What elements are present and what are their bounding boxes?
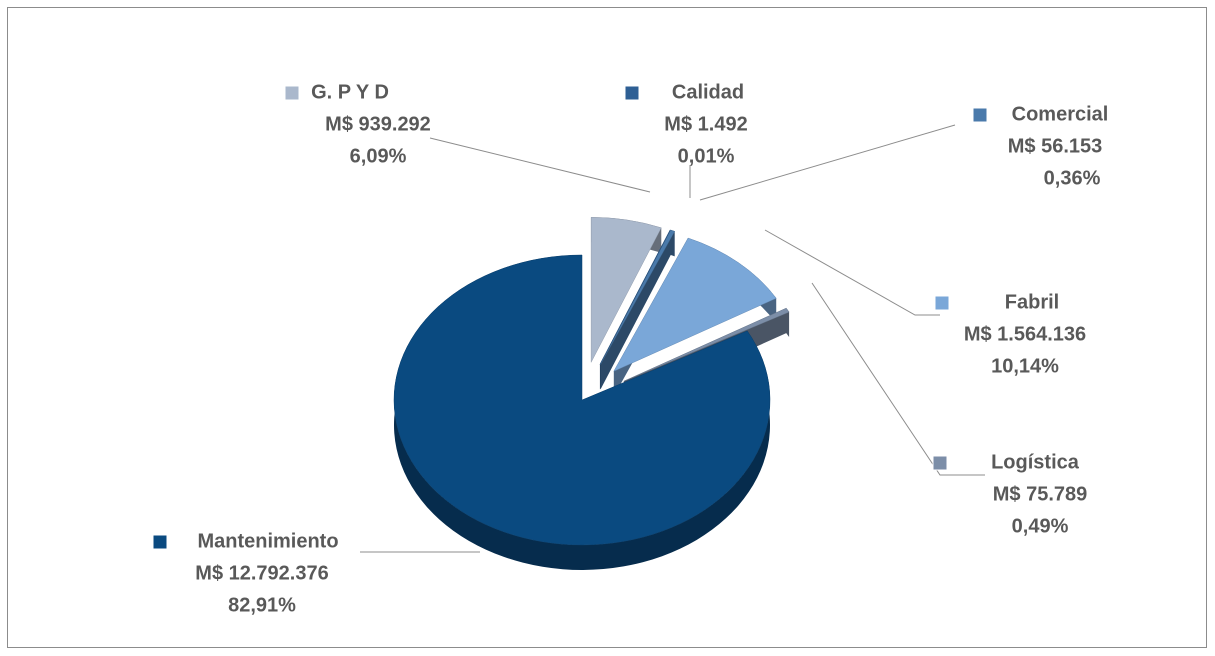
percent-label: 0,01% xyxy=(678,145,735,167)
value-label: M$ 1.564.136 xyxy=(964,323,1086,345)
legend-swatch xyxy=(972,107,988,123)
category-label: Fabril xyxy=(1005,291,1059,313)
percent-label: 10,14% xyxy=(991,355,1059,377)
category-label: Calidad xyxy=(672,81,744,103)
leader-lines xyxy=(360,124,985,553)
legend-swatch xyxy=(624,85,640,101)
value-label: M$ 939.292 xyxy=(325,113,431,135)
percent-label: 0,36% xyxy=(1044,167,1101,189)
pie-tops xyxy=(393,217,790,546)
legend-swatch xyxy=(932,455,948,471)
slice-side xyxy=(600,230,675,390)
value-label: M$ 75.789 xyxy=(993,483,1088,505)
leader-line xyxy=(429,137,651,193)
pie-slice xyxy=(590,217,662,363)
legend-swatch xyxy=(284,85,300,101)
percent-label: 82,91% xyxy=(228,594,296,616)
category-label: Mantenimiento xyxy=(197,530,338,552)
legend-swatch xyxy=(934,295,950,311)
percent-label: 6,09% xyxy=(350,145,407,167)
category-label: Comercial xyxy=(1012,103,1109,125)
pie-slice xyxy=(600,229,676,365)
category-label: G. P Y D xyxy=(311,81,389,103)
value-label: M$ 56.153 xyxy=(1008,135,1103,157)
leader-line xyxy=(811,282,985,476)
pie-slice xyxy=(599,229,671,365)
percent-label: 0,49% xyxy=(1012,515,1069,537)
pie-slice xyxy=(613,237,777,372)
value-label: M$ 12.792.376 xyxy=(195,562,328,584)
category-label: Logística xyxy=(991,451,1080,473)
leader-line xyxy=(764,229,940,316)
legend-swatch xyxy=(152,534,168,550)
leader-line xyxy=(699,124,956,201)
pie-slice xyxy=(393,254,771,546)
value-label: M$ 1.492 xyxy=(664,113,747,135)
pie-slice xyxy=(623,307,790,382)
